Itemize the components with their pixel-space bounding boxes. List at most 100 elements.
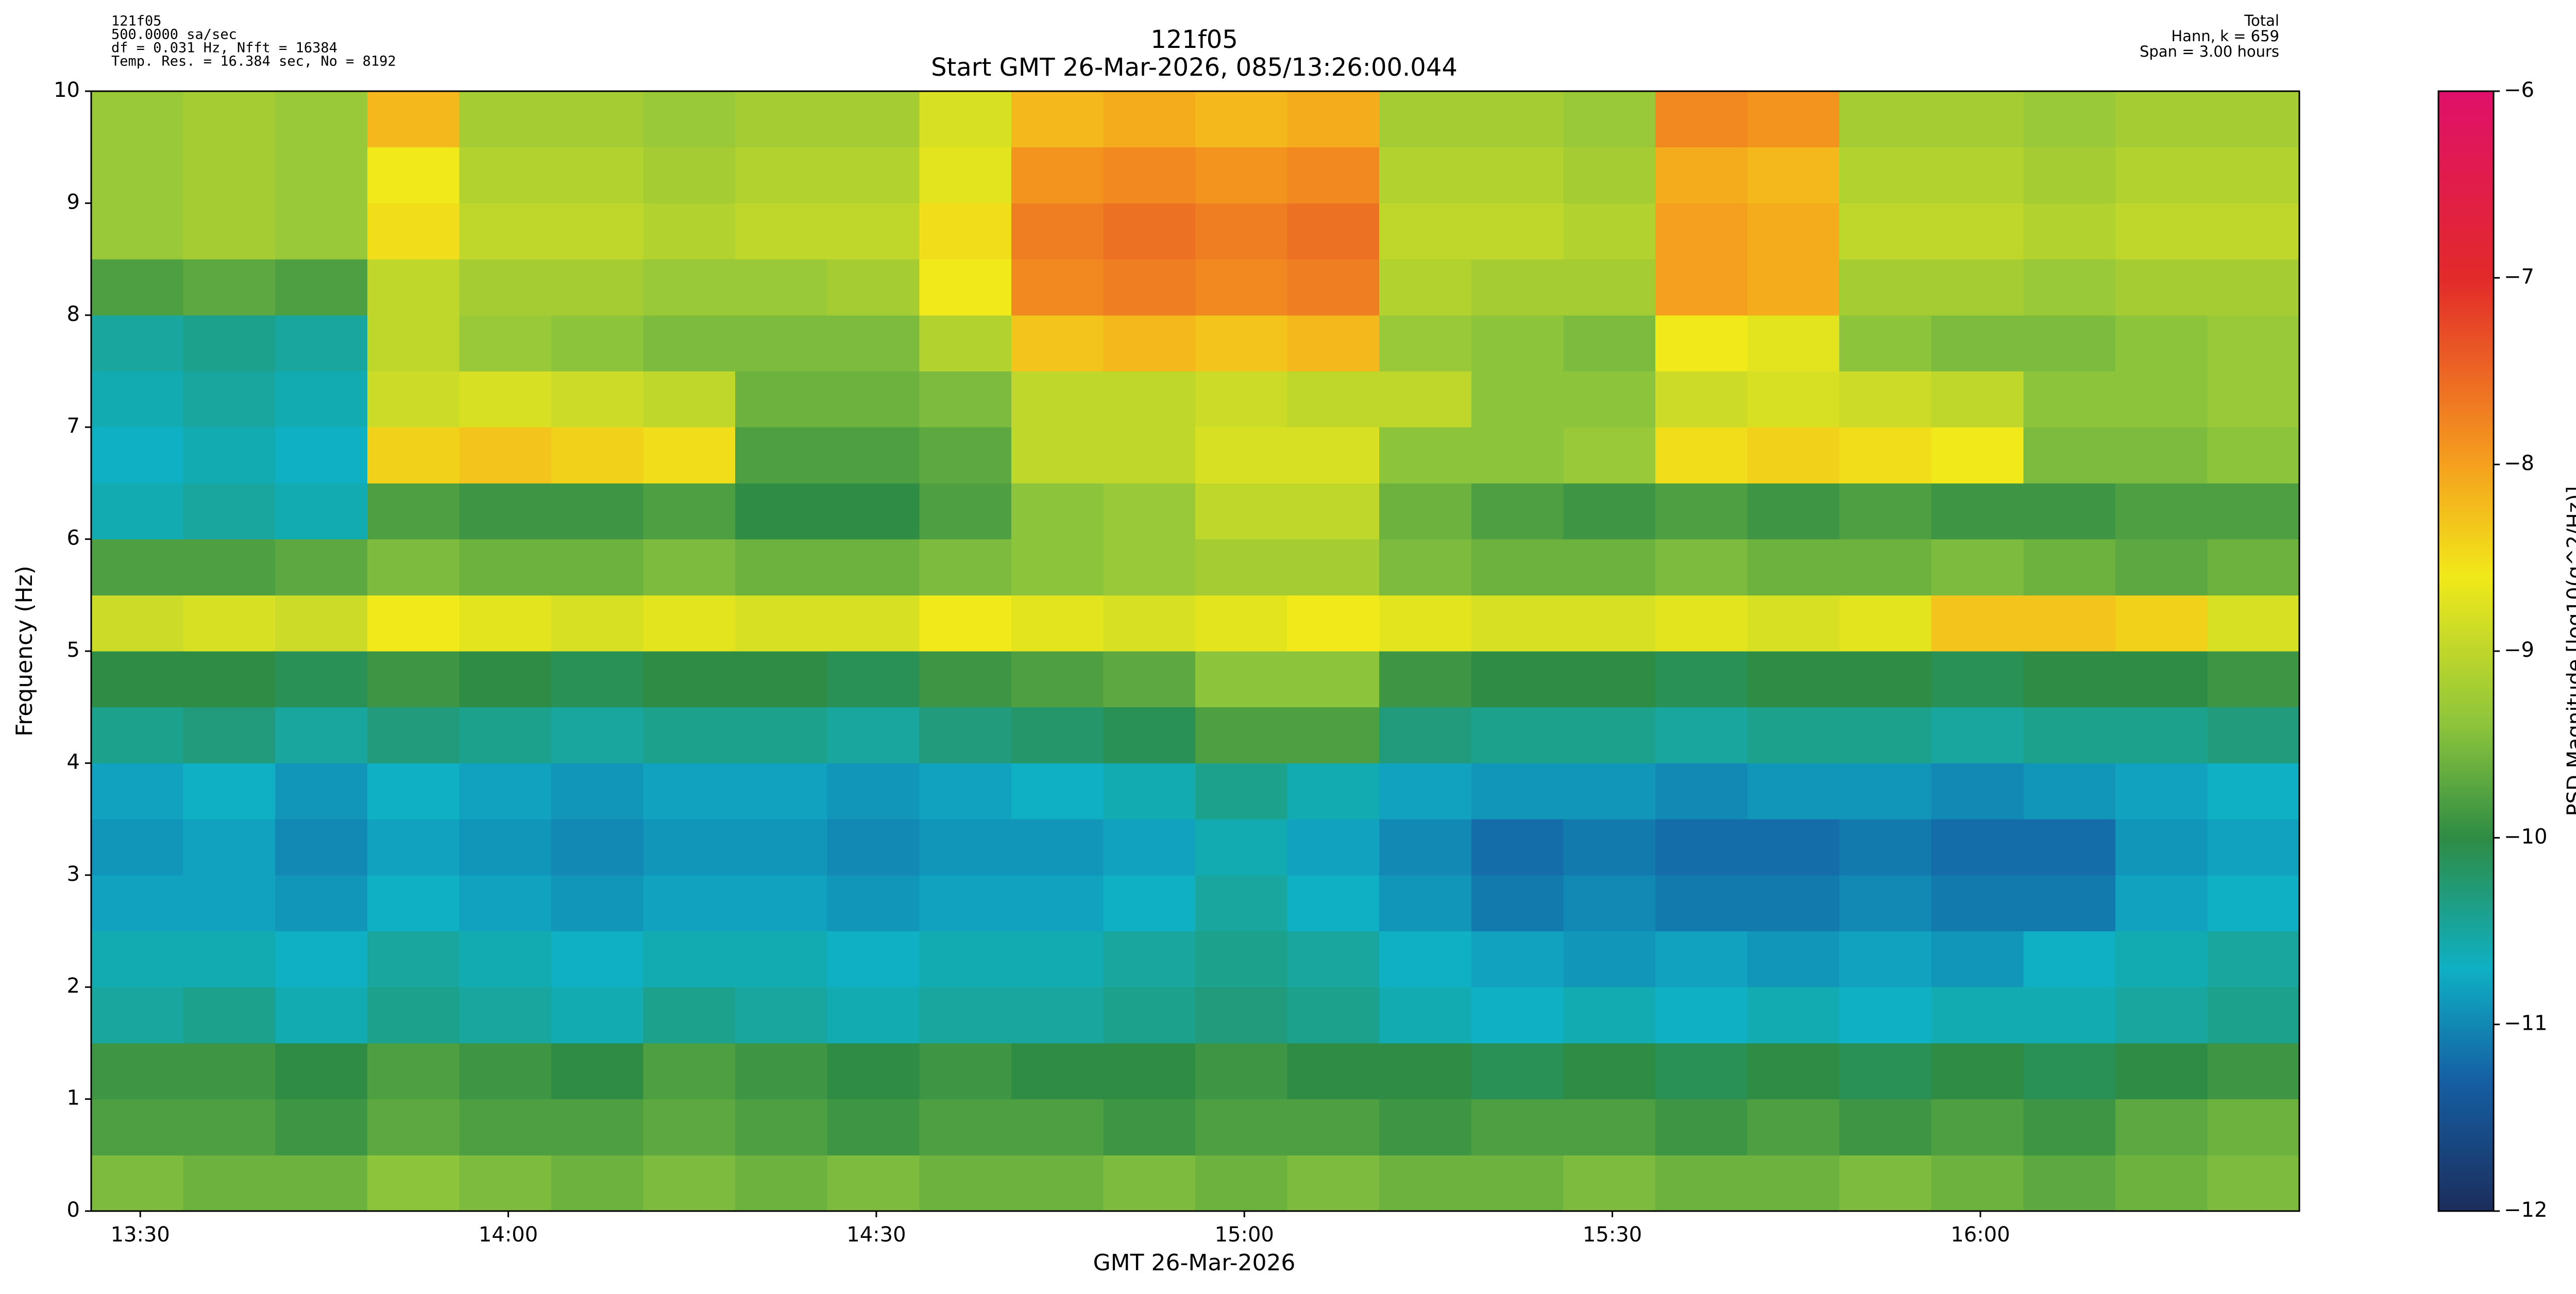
heatmap-cell bbox=[1931, 1043, 2024, 1100]
heatmap-cell bbox=[643, 371, 736, 428]
heatmap-cell bbox=[1839, 819, 1932, 876]
heatmap-cell bbox=[919, 259, 1012, 316]
heatmap-cell bbox=[1563, 91, 1656, 148]
heatmap-cell bbox=[1471, 595, 1564, 652]
heatmap-cell bbox=[1195, 1043, 1288, 1100]
heatmap-cell bbox=[1563, 315, 1656, 371]
heatmap-cell bbox=[1287, 763, 1380, 820]
heatmap-cell bbox=[1931, 763, 2024, 820]
heatmap-cell bbox=[735, 427, 828, 484]
heatmap-cell bbox=[1011, 1099, 1104, 1155]
heatmap-cell bbox=[735, 147, 828, 203]
heatmap-cell bbox=[183, 371, 276, 428]
heatmap-cell bbox=[1379, 931, 1472, 987]
x-tick-label: 13:30 bbox=[111, 1223, 170, 1247]
heatmap-cell bbox=[735, 595, 828, 652]
y-tick-label: 6 bbox=[67, 526, 80, 550]
heatmap-cell bbox=[2115, 203, 2208, 260]
y-tick-label: 1 bbox=[67, 1086, 80, 1110]
heatmap-cell bbox=[1103, 315, 1196, 371]
heatmap-cell bbox=[1563, 1099, 1656, 1155]
heatmap-cell bbox=[275, 539, 368, 595]
heatmap-cell bbox=[91, 427, 184, 484]
heatmap-cell bbox=[2023, 651, 2116, 708]
heatmap-cell bbox=[1471, 91, 1564, 148]
heatmap-cell bbox=[1287, 595, 1380, 652]
heatmap-cell bbox=[1747, 819, 1840, 876]
heatmap-cell bbox=[91, 259, 184, 316]
heatmap-cell bbox=[2023, 819, 2116, 876]
heatmap-cell bbox=[1103, 539, 1196, 595]
info-right: Hann, k = 659 bbox=[2171, 27, 2279, 45]
heatmap-cell bbox=[643, 875, 736, 931]
heatmap-cell bbox=[2023, 91, 2116, 148]
heatmap-cell bbox=[1287, 819, 1380, 876]
heatmap-cell bbox=[1839, 203, 1932, 260]
x-tick-label: 16:00 bbox=[1951, 1223, 2010, 1247]
heatmap-cell bbox=[1655, 483, 1748, 540]
heatmap-cell bbox=[2207, 483, 2300, 540]
heatmap-cell bbox=[1471, 1099, 1564, 1155]
heatmap-cell bbox=[183, 931, 276, 987]
heatmap-cell bbox=[367, 371, 460, 428]
heatmap-cell bbox=[1195, 819, 1288, 876]
heatmap-cell bbox=[1655, 987, 1748, 1044]
heatmap-cell bbox=[1103, 819, 1196, 876]
heatmap-cell bbox=[735, 1043, 828, 1100]
heatmap-cell bbox=[1655, 707, 1748, 763]
heatmap-cell bbox=[1747, 1099, 1840, 1155]
heatmap-cell bbox=[91, 595, 184, 652]
x-tick-label: 14:30 bbox=[846, 1223, 906, 1247]
heatmap-cell bbox=[1931, 483, 2024, 540]
heatmap-cell bbox=[1195, 259, 1288, 316]
heatmap-cell bbox=[183, 987, 276, 1044]
heatmap-cell bbox=[2207, 651, 2300, 708]
heatmap-cell bbox=[2207, 763, 2300, 820]
heatmap-cell bbox=[183, 595, 276, 652]
heatmap-cell bbox=[1471, 147, 1564, 203]
heatmap-cell bbox=[1747, 371, 1840, 428]
colorbar-tick-label: −12 bbox=[2504, 1198, 2547, 1222]
heatmap-cell bbox=[2207, 819, 2300, 876]
heatmap-cell bbox=[827, 931, 920, 987]
heatmap-cell bbox=[1471, 427, 1564, 484]
heatmap-cell bbox=[919, 1155, 1012, 1212]
heatmap-cell bbox=[1379, 203, 1472, 260]
heatmap-cell bbox=[459, 1043, 552, 1100]
heatmap-cell bbox=[1655, 931, 1748, 987]
heatmap-cell bbox=[1195, 875, 1288, 931]
heatmap-cell bbox=[2207, 539, 2300, 595]
heatmap-cell bbox=[919, 707, 1012, 763]
heatmap-cell bbox=[275, 651, 368, 708]
y-tick-label: 10 bbox=[54, 78, 80, 102]
heatmap-cell bbox=[1287, 707, 1380, 763]
heatmap-cell bbox=[2207, 1099, 2300, 1155]
heatmap-cell bbox=[735, 91, 828, 148]
heatmap-cell bbox=[1471, 707, 1564, 763]
heatmap-cell bbox=[367, 203, 460, 260]
heatmap-cell bbox=[551, 259, 643, 316]
heatmap-cell bbox=[735, 1099, 828, 1155]
heatmap-cell bbox=[643, 315, 736, 371]
heatmap-cell bbox=[459, 539, 552, 595]
heatmap-cell bbox=[183, 259, 276, 316]
heatmap-cell bbox=[1747, 707, 1840, 763]
heatmap-cell bbox=[275, 1043, 368, 1100]
heatmap-cell bbox=[1379, 371, 1472, 428]
heatmap-cell bbox=[1011, 651, 1104, 708]
heatmap-cell bbox=[183, 91, 276, 148]
heatmap-cell bbox=[1563, 1155, 1656, 1212]
heatmap-cell bbox=[827, 651, 920, 708]
heatmap-cell bbox=[1471, 1043, 1564, 1100]
heatmap-cell bbox=[367, 91, 460, 148]
x-tick-label: 15:30 bbox=[1583, 1223, 1642, 1247]
heatmap-cell bbox=[551, 875, 643, 931]
heatmap-cell bbox=[643, 539, 736, 595]
heatmap-cell bbox=[1747, 763, 1840, 820]
heatmap-cell bbox=[827, 91, 920, 148]
heatmap-cell bbox=[919, 987, 1012, 1044]
heatmap-cell bbox=[1103, 987, 1196, 1044]
heatmap-cell bbox=[1011, 203, 1104, 260]
heatmap-cell bbox=[551, 819, 643, 876]
heatmap-cell bbox=[183, 315, 276, 371]
